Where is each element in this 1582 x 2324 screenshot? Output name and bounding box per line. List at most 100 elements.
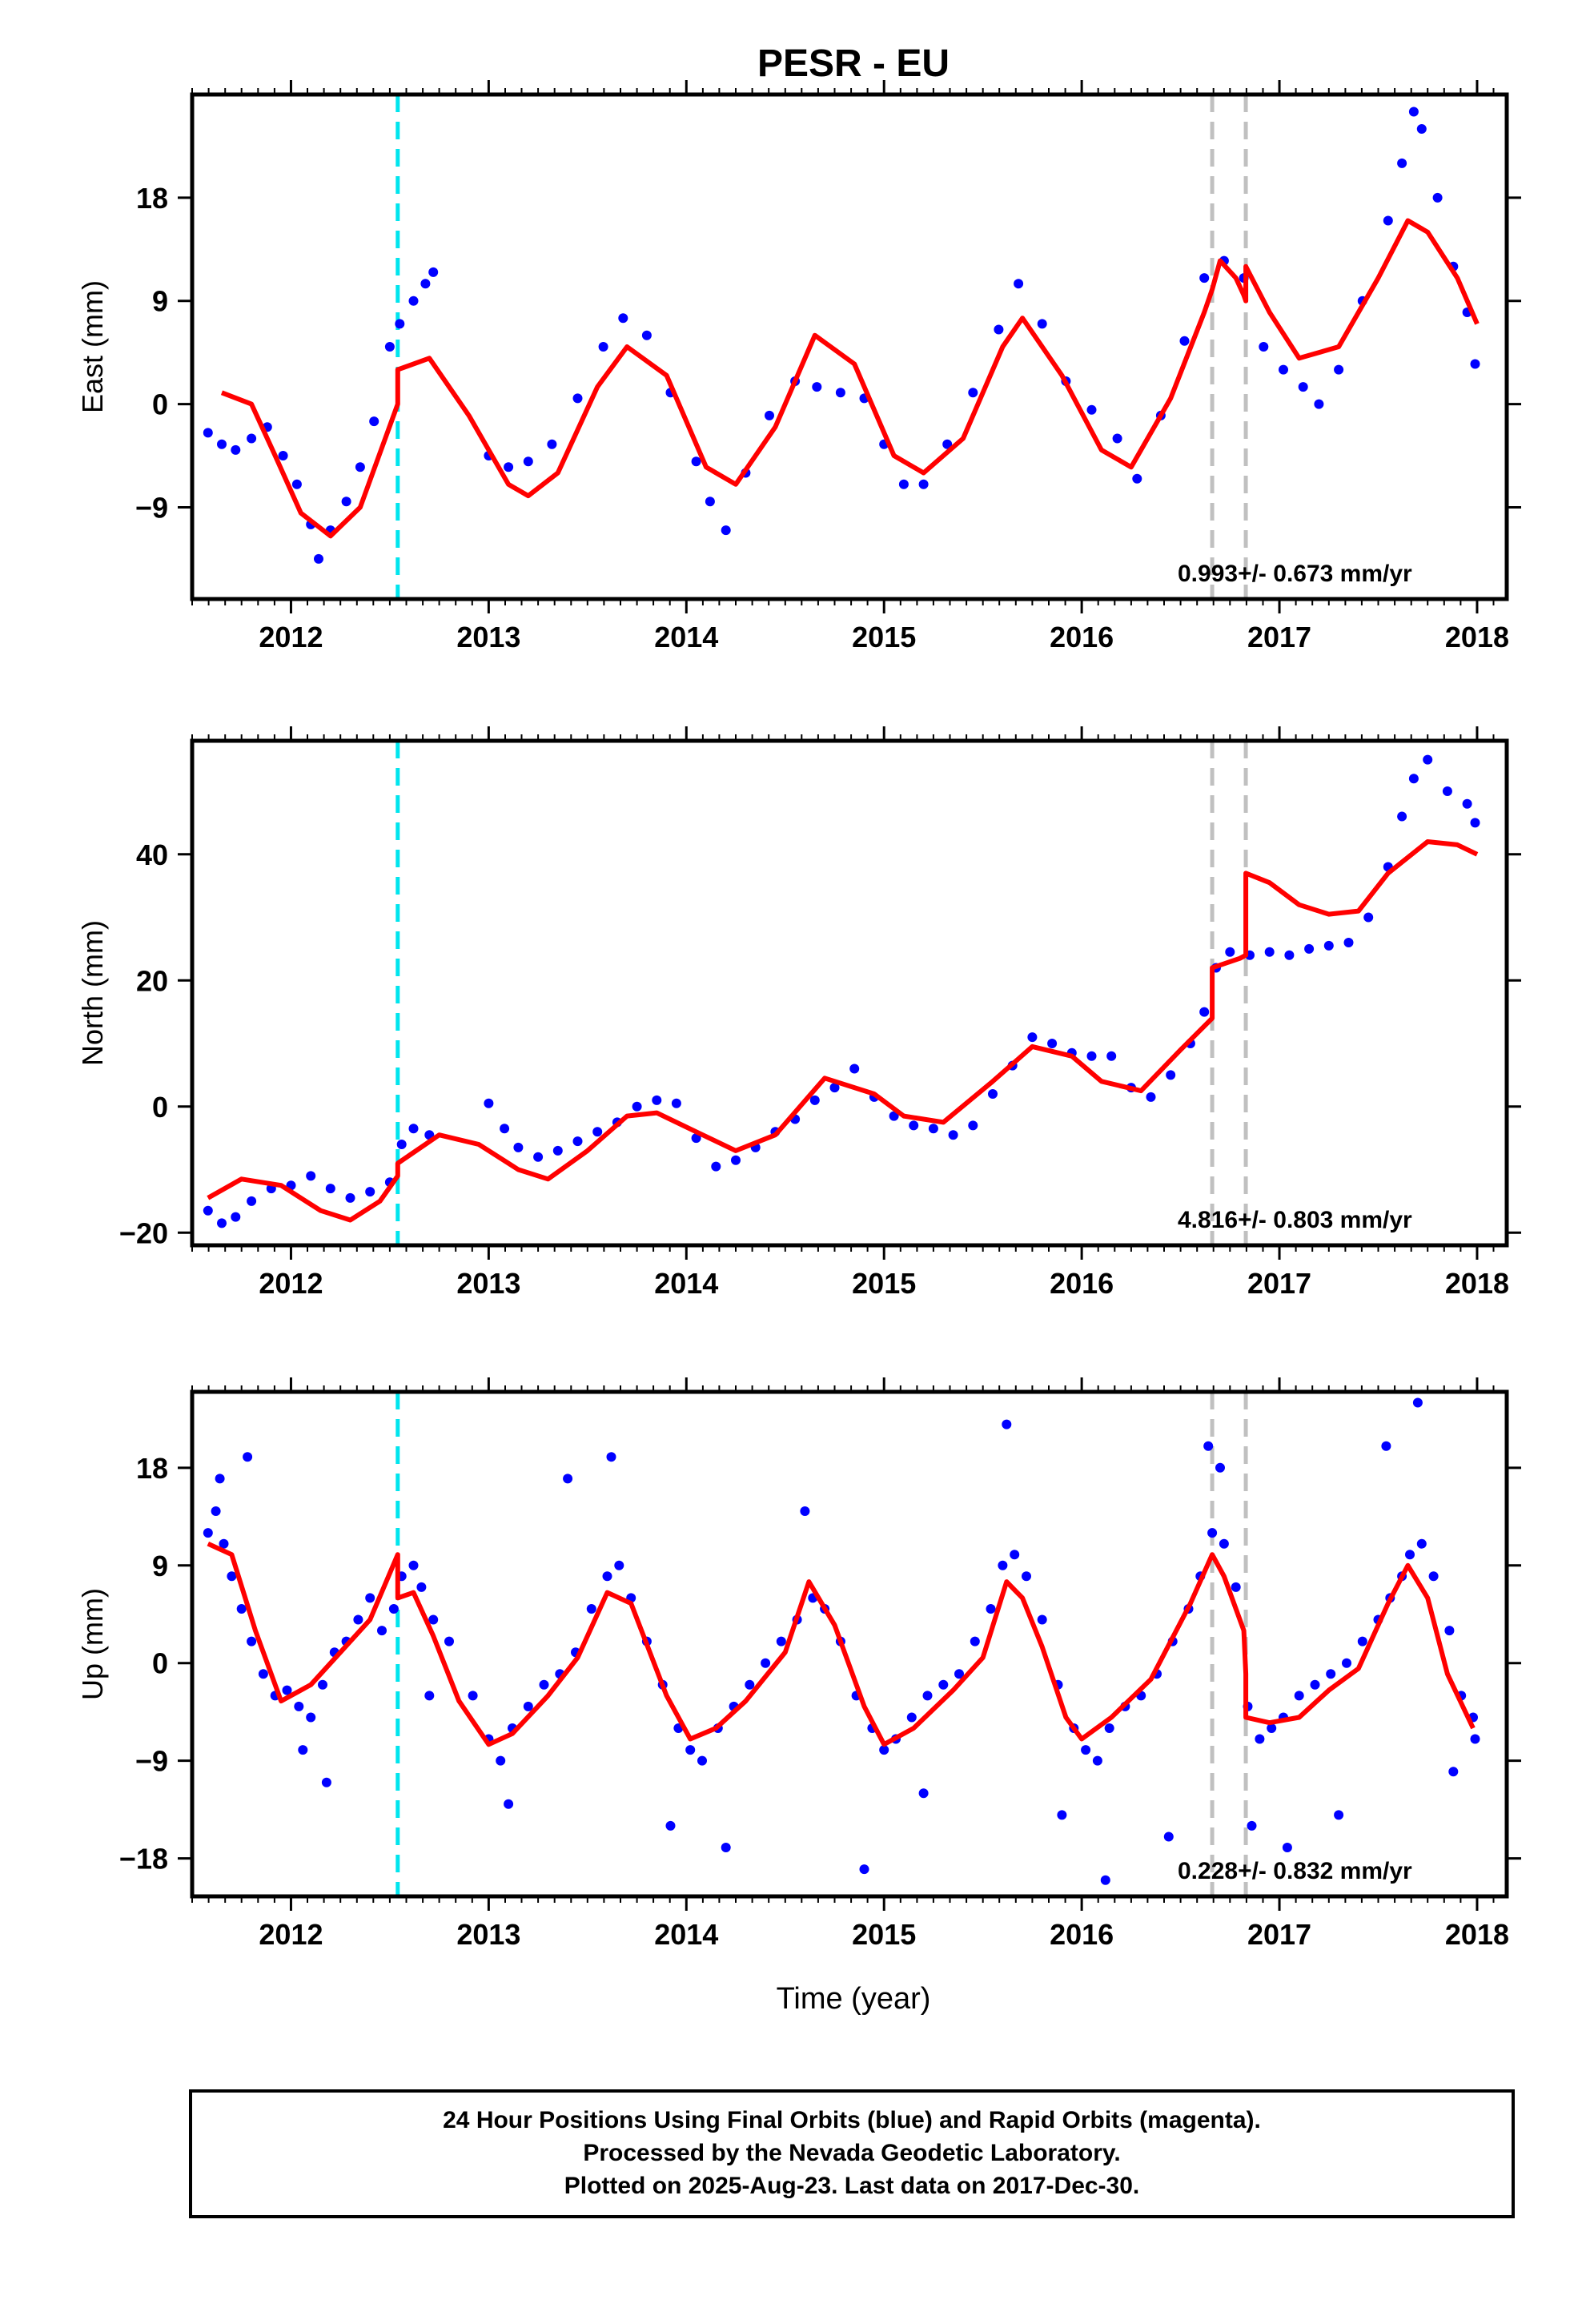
- data-point: [318, 1679, 327, 1690]
- data-point: [776, 1636, 786, 1647]
- data-point: [1416, 1538, 1427, 1549]
- data-point: [1397, 158, 1407, 168]
- x-tick-label: 2014: [654, 621, 718, 653]
- data-point: [986, 1604, 996, 1614]
- x-tick-label: 2018: [1445, 1918, 1509, 1951]
- data-point: [1397, 811, 1407, 822]
- plot-area: [203, 1397, 1480, 1885]
- data-point: [1215, 1462, 1225, 1473]
- data-point: [1342, 1658, 1351, 1668]
- data-point: [215, 1474, 225, 1484]
- data-points: [203, 754, 1480, 1228]
- data-point: [602, 1571, 612, 1582]
- data-point: [652, 1095, 662, 1105]
- y-tick-label: −9: [135, 1745, 168, 1778]
- velocity-label: 4.816+/- 0.803 mm/yr: [1178, 1207, 1412, 1233]
- data-point: [325, 1184, 335, 1194]
- y-tick-label: 9: [152, 1550, 168, 1582]
- data-point: [353, 1614, 363, 1625]
- data-point: [665, 1820, 676, 1831]
- x-tick-label: 2016: [1050, 1267, 1114, 1300]
- data-point: [227, 1571, 237, 1582]
- data-point: [563, 1474, 573, 1484]
- data-point: [1314, 399, 1324, 409]
- data-point: [938, 1679, 949, 1690]
- data-point: [1381, 1441, 1391, 1451]
- data-point: [641, 330, 652, 340]
- data-point: [1405, 1550, 1415, 1560]
- data-point: [632, 1101, 642, 1112]
- data-point: [424, 1691, 435, 1701]
- data-point: [1294, 1691, 1304, 1701]
- data-point: [685, 1745, 696, 1755]
- x-tick-label: 2018: [1445, 621, 1509, 653]
- data-point: [1408, 107, 1419, 117]
- data-point: [1334, 1810, 1344, 1820]
- data-point: [1408, 774, 1419, 784]
- x-minor-ticks: [191, 734, 1495, 1252]
- x-tick-label: 2017: [1247, 1918, 1311, 1951]
- y-tick-label: 9: [152, 285, 168, 318]
- data-point: [1010, 1550, 1020, 1560]
- data-point: [948, 1130, 958, 1140]
- x-axis-label: Time (year): [777, 1982, 931, 2016]
- data-point: [1207, 1528, 1218, 1538]
- data-point: [1027, 1032, 1038, 1043]
- data-point: [922, 1691, 933, 1701]
- data-point: [761, 1658, 771, 1668]
- data-point: [1203, 1441, 1214, 1451]
- data-point: [1432, 192, 1443, 203]
- data-point: [968, 1120, 978, 1131]
- data-point: [988, 1089, 998, 1099]
- plot-area: [203, 754, 1480, 1228]
- data-point: [970, 1636, 980, 1647]
- data-point: [942, 439, 953, 449]
- plot-area: [203, 107, 1480, 564]
- data-point: [282, 1685, 292, 1695]
- data-point: [1423, 754, 1433, 765]
- data-point: [345, 1192, 355, 1203]
- data-point: [552, 1145, 563, 1156]
- data-point: [606, 1452, 616, 1462]
- data-point: [1086, 1051, 1097, 1061]
- data-points: [203, 107, 1480, 564]
- data-point: [1412, 1397, 1423, 1408]
- data-point: [1334, 364, 1344, 375]
- data-point: [765, 410, 774, 420]
- data-point: [247, 1636, 257, 1647]
- plot-frame: [190, 1389, 1509, 1899]
- data-point: [1219, 1538, 1229, 1549]
- data-point: [705, 497, 715, 507]
- data-point: [1267, 1723, 1277, 1733]
- data-point: [994, 324, 1004, 335]
- data-point: [1104, 1723, 1114, 1733]
- x-tick-label: 2018: [1445, 1267, 1509, 1300]
- y-tick-label: −20: [119, 1216, 168, 1249]
- data-point: [1470, 818, 1480, 828]
- data-point: [1470, 1734, 1480, 1744]
- data-point: [1037, 1614, 1047, 1625]
- data-point: [1310, 1679, 1320, 1690]
- data-point: [395, 319, 405, 329]
- chart-title: PESR - EU: [757, 42, 950, 85]
- data-point: [513, 1142, 524, 1152]
- data-point: [1086, 404, 1097, 415]
- data-point: [217, 439, 227, 449]
- data-point: [1323, 940, 1334, 951]
- data-point: [1199, 1007, 1210, 1017]
- data-point: [998, 1560, 1008, 1570]
- data-point: [928, 1124, 938, 1134]
- data-point: [1081, 1745, 1091, 1755]
- y-axis-label: North (mm): [76, 920, 109, 1066]
- model-fit-line: [207, 1541, 1476, 1747]
- data-point: [369, 416, 379, 427]
- data-point: [504, 462, 514, 472]
- data-point: [889, 1111, 899, 1121]
- x-tick-label: 2016: [1050, 621, 1114, 653]
- x-tick-label: 2013: [456, 1267, 520, 1300]
- data-point: [484, 1098, 494, 1108]
- data-point: [341, 497, 351, 507]
- data-point: [918, 1788, 929, 1799]
- data-point: [355, 462, 365, 472]
